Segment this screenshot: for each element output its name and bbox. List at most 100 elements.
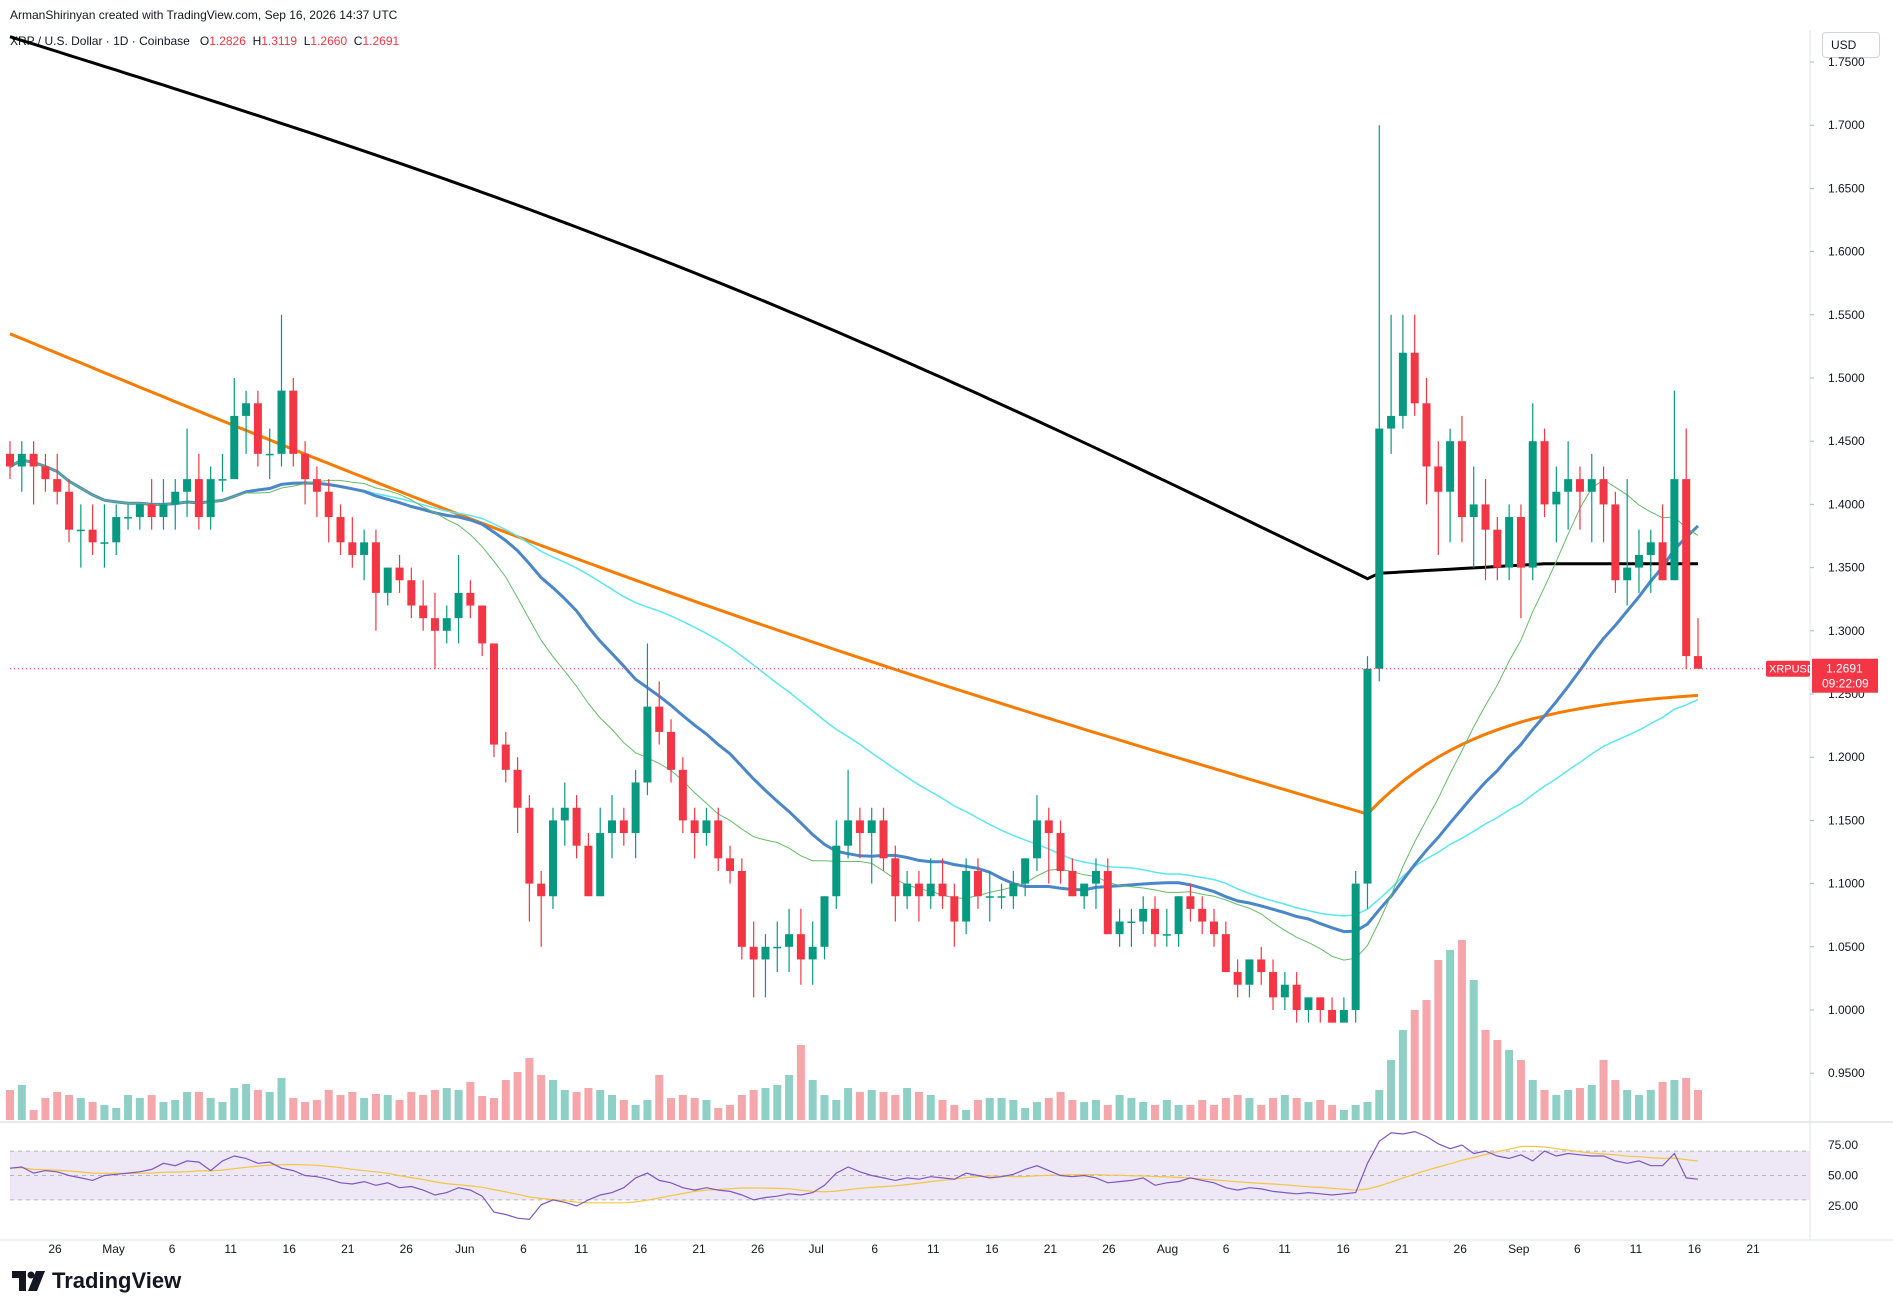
volume-bar	[206, 1098, 215, 1120]
candle-body	[194, 479, 203, 518]
candle-body	[1670, 479, 1679, 581]
candle-body	[631, 782, 640, 834]
volume-bar	[1292, 1098, 1301, 1120]
candle-body	[726, 858, 735, 871]
symbol-title: XRP / U.S. Dollar · 1D · Coinbase	[10, 34, 190, 48]
open-value: 1.2826	[209, 34, 246, 48]
candle-body	[1351, 883, 1360, 1010]
candle-body	[785, 934, 794, 947]
volume-bar	[962, 1110, 971, 1120]
volume-bar	[1339, 1110, 1348, 1120]
volume-bar	[430, 1090, 439, 1120]
time-tick-label: 11	[1630, 1242, 1643, 1256]
candle-body	[159, 504, 168, 518]
candle-body	[407, 580, 416, 606]
volume-bar	[690, 1098, 699, 1120]
volume-bar	[1682, 1078, 1691, 1120]
candle-body	[395, 567, 404, 581]
candle-body	[1328, 1010, 1337, 1023]
candle-body	[879, 820, 888, 859]
time-tick-label: 26	[1454, 1242, 1468, 1256]
high-label: H	[252, 34, 262, 48]
volume-bar	[1269, 1098, 1278, 1120]
time-tick-label: 6	[520, 1242, 527, 1256]
volume-bar	[289, 1098, 298, 1120]
time-tick-label: 21	[341, 1242, 355, 1256]
candle-body	[1634, 554, 1643, 568]
candle-body	[1410, 352, 1419, 404]
candle-body	[1599, 479, 1608, 505]
candle-body	[360, 542, 369, 555]
ma-100-line	[9, 332, 1699, 816]
volume-bar	[1233, 1095, 1242, 1120]
volume-bar	[1646, 1090, 1655, 1120]
volume-bar	[1103, 1105, 1112, 1120]
candle-body	[1127, 921, 1136, 924]
price-tick-label: 1.1500	[1828, 813, 1865, 827]
volume-bar	[419, 1095, 428, 1120]
volume-bar	[1245, 1098, 1254, 1120]
candle-body	[53, 479, 62, 492]
candle-body	[466, 592, 475, 606]
volume-bar	[1021, 1108, 1030, 1120]
candle-body	[1387, 415, 1396, 429]
ma-20-line	[9, 459, 1699, 961]
volume-bar	[76, 1098, 85, 1120]
volume-bar	[1115, 1095, 1124, 1120]
volume-bar	[17, 1085, 26, 1120]
candle-body	[596, 833, 605, 897]
candle-body	[914, 883, 923, 897]
candle-body	[1457, 441, 1466, 518]
time-tick-label: 11	[576, 1242, 589, 1256]
candle-body	[1080, 883, 1089, 897]
volume-bar	[631, 1105, 640, 1120]
volume-bar	[1469, 980, 1478, 1120]
currency-button[interactable]: USD	[1822, 32, 1880, 58]
candle-body	[1575, 479, 1584, 492]
volume-bar	[277, 1078, 286, 1120]
price-tick-label: 1.1000	[1828, 877, 1865, 891]
candle-body	[796, 934, 805, 960]
volume-bar	[454, 1090, 463, 1120]
candle-body	[702, 820, 711, 834]
volume-bar	[230, 1088, 239, 1120]
volume-bar	[903, 1088, 912, 1120]
time-tick-label: 16	[283, 1242, 297, 1256]
time-tick-label: Jul	[809, 1242, 824, 1256]
volume-bar	[124, 1095, 133, 1120]
symbol-legend: XRP / U.S. Dollar · 1D · Coinbase O1.282…	[10, 34, 399, 48]
volume-bar	[737, 1095, 746, 1120]
candle-body	[1363, 668, 1372, 884]
volume-bar	[147, 1095, 156, 1120]
candle-body	[1587, 479, 1596, 492]
volume-bar	[183, 1092, 192, 1120]
candle-body	[926, 883, 935, 897]
candle-body	[608, 820, 617, 834]
rsi-tick-label: 25.00	[1828, 1199, 1858, 1213]
volume-bar	[478, 1096, 487, 1120]
volume-bar	[1694, 1090, 1702, 1120]
time-tick-label: 11	[927, 1242, 940, 1256]
candle-body	[312, 479, 321, 492]
volume-bar	[1623, 1090, 1632, 1120]
volume-bar	[1505, 1050, 1514, 1120]
candle-body	[76, 529, 85, 532]
candle-body	[348, 542, 357, 555]
symbol-tag-bg	[1766, 660, 1810, 677]
candle-body	[1446, 441, 1455, 492]
volume-bar	[442, 1088, 451, 1120]
tradingview-logo[interactable]: TradingView	[12, 1268, 181, 1294]
volume-bar	[1587, 1085, 1596, 1120]
candle-body	[112, 517, 121, 543]
candle-body	[1422, 403, 1431, 467]
candle-body	[537, 883, 546, 897]
rsi-tick-label: 50.00	[1828, 1169, 1858, 1183]
volume-bar	[796, 1045, 805, 1120]
time-tick-label: 26	[1102, 1242, 1116, 1256]
volume-bar	[938, 1100, 947, 1120]
volume-bar	[608, 1095, 617, 1120]
candle-body	[938, 883, 947, 897]
candle-body	[1056, 833, 1065, 871]
volume-bar	[844, 1088, 853, 1120]
